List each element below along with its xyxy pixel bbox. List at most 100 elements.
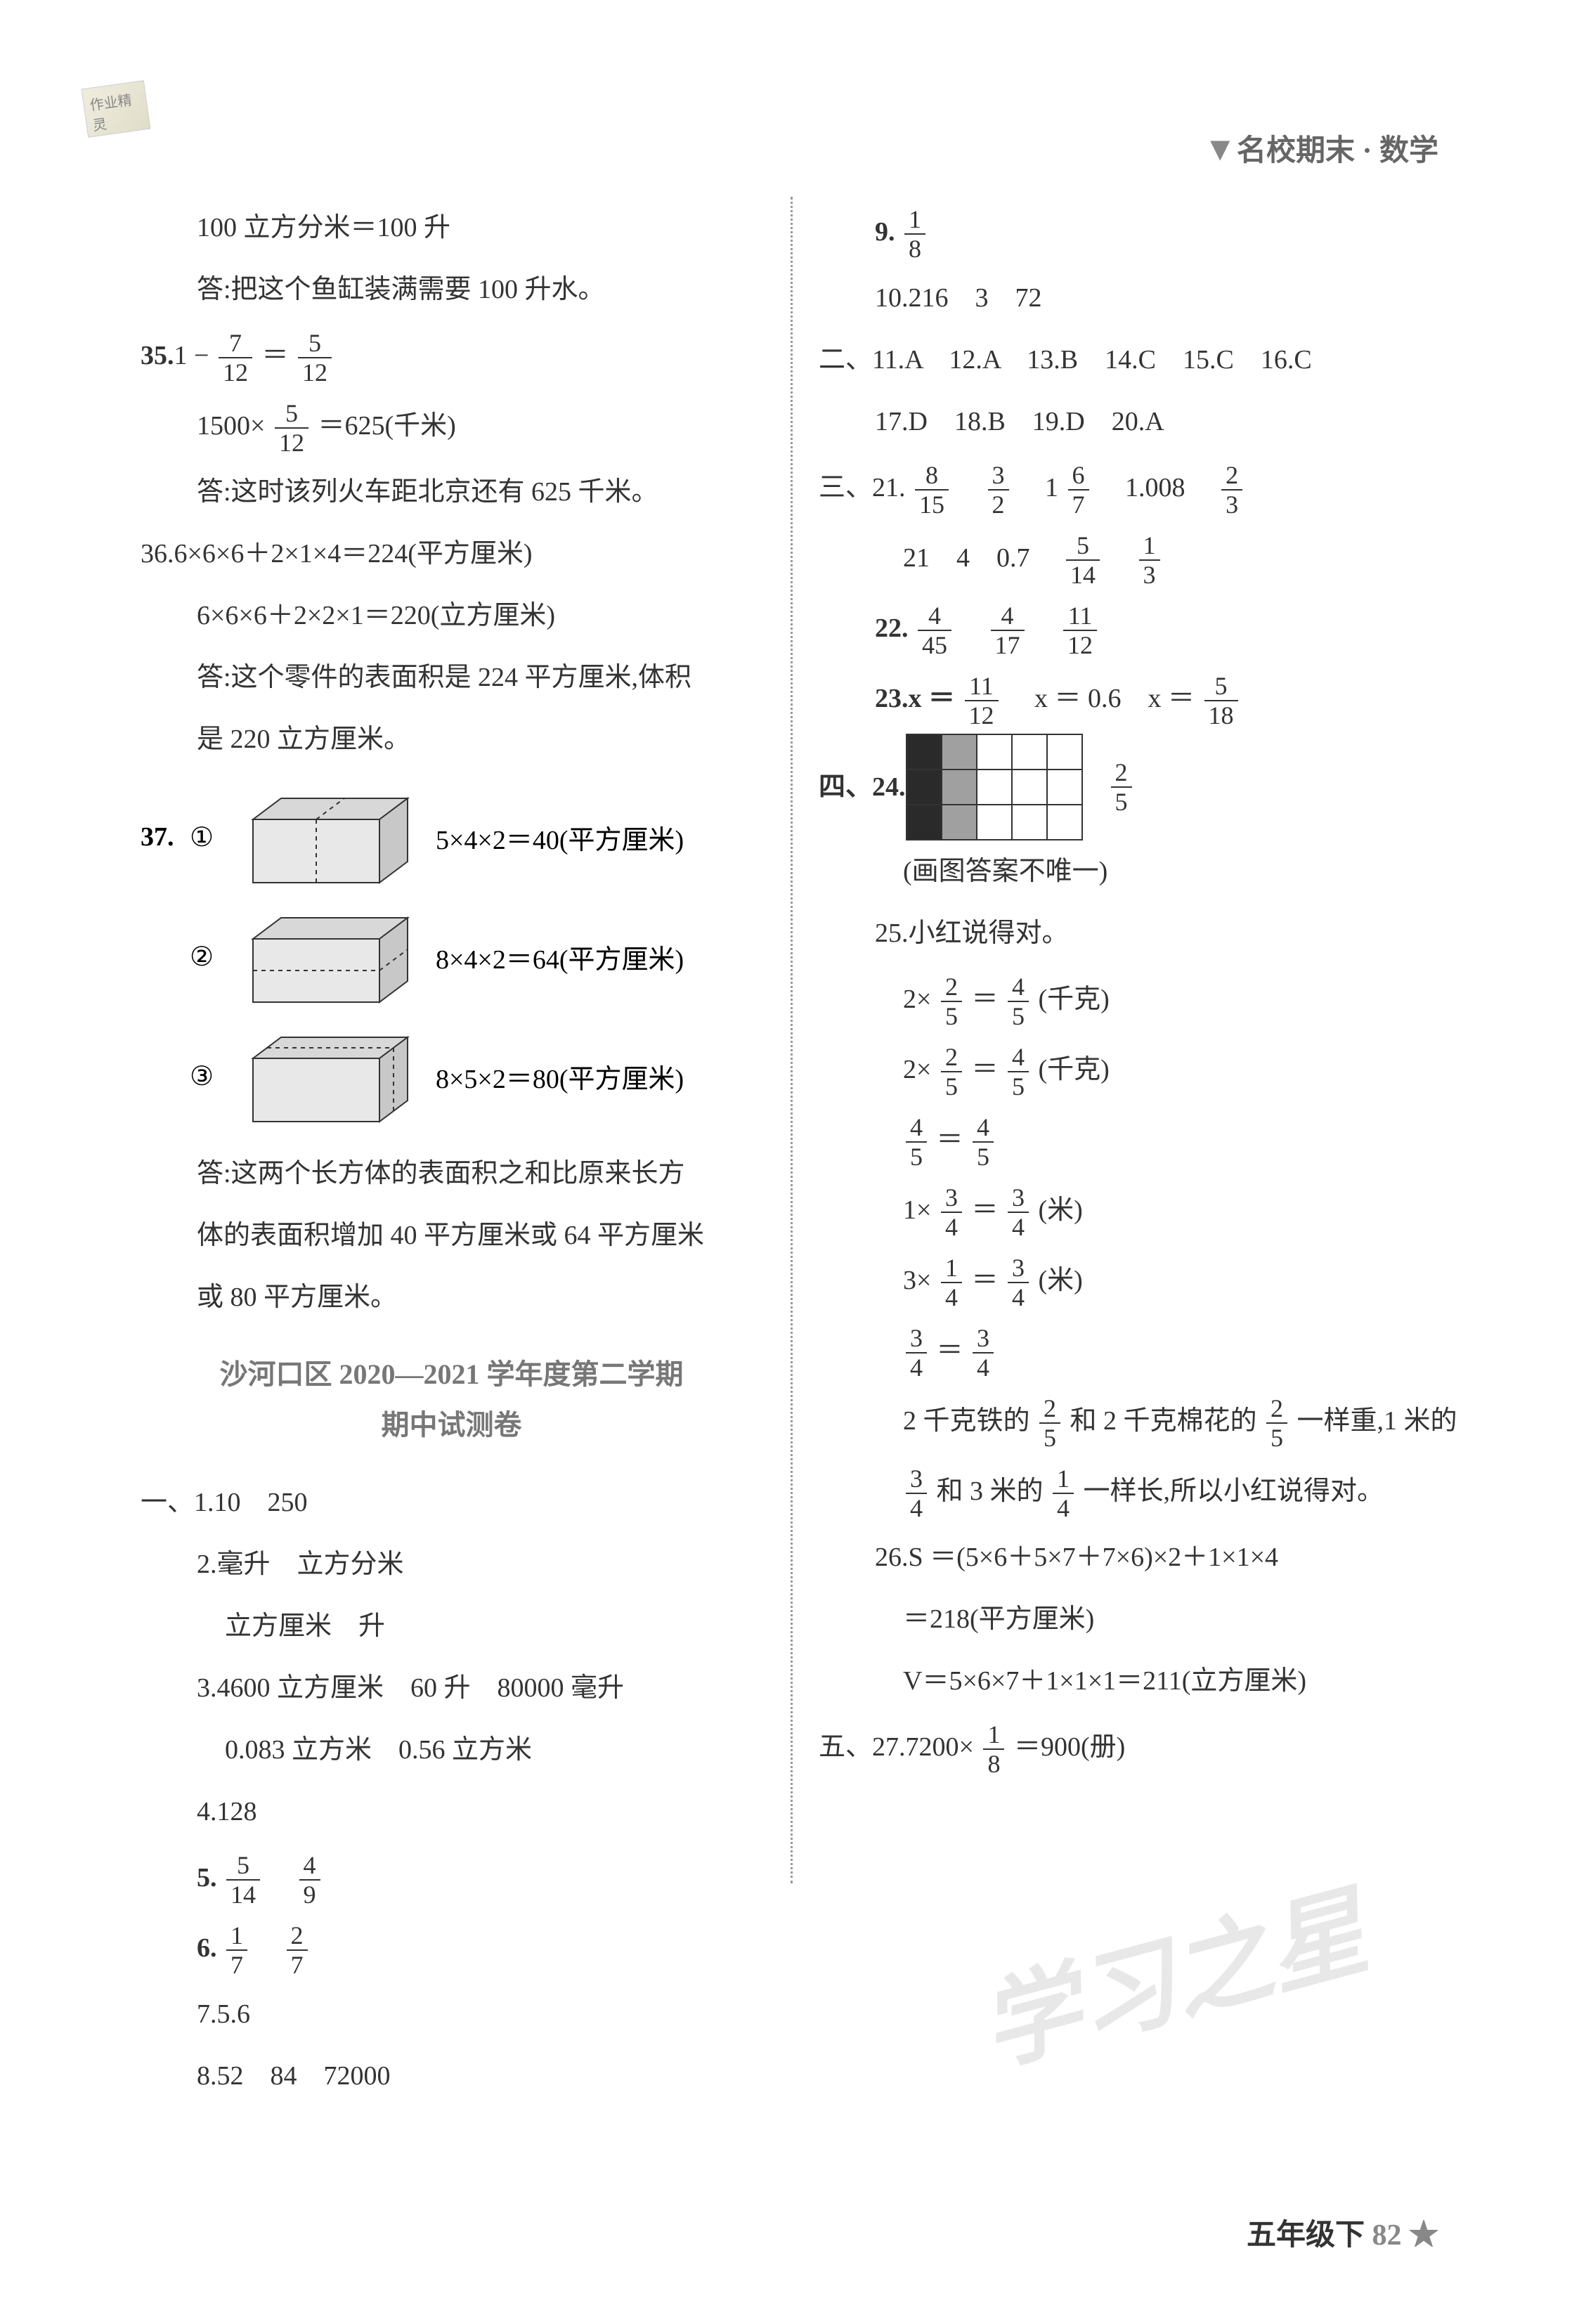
fraction: 445 — [918, 602, 951, 659]
grid-cell — [977, 805, 1012, 840]
fraction: 32 — [988, 461, 1009, 519]
q25-text1: 2 千克铁的 25 和 2 千克棉花的 25 一样重,1 米的 — [819, 1386, 1441, 1456]
calc-text: 8×4×2＝64(平方厘米) — [436, 937, 684, 976]
text-line: 10.216 3 72 — [819, 267, 1441, 329]
fraction: 45 — [973, 1113, 994, 1171]
text: ＝ — [937, 1125, 970, 1155]
grid-cell — [1012, 734, 1047, 770]
q25-eq2: 2× 25 ＝ 45 (千克) — [819, 1034, 1441, 1105]
grid-cell — [942, 770, 977, 805]
cuboid-diagram — [239, 1023, 422, 1129]
text: 2× — [903, 1055, 931, 1084]
text-line: 答:把这个鱼缸装满需要 100 升水。 — [141, 259, 762, 320]
text-line: 25.小红说得对。 — [819, 902, 1441, 964]
grid-cell — [977, 734, 1012, 770]
text-line: 26.S ＝(5×6＋5×7＋7×6)×2＋1×1×4 — [819, 1526, 1441, 1588]
grid-cell — [977, 770, 1012, 805]
text-line: 立方厘米 升 — [141, 1595, 762, 1657]
q25-text2: 34 和 3 米的 14 一样长,所以小红说得对。 — [819, 1456, 1441, 1526]
fraction: 34 — [1008, 1183, 1029, 1241]
q21-line1: 三、21. 815 32 1 67 1.008 23 — [819, 453, 1441, 523]
text: ＝ — [971, 985, 1005, 1014]
q25-eq4: 1× 34 ＝ 34 (米) — [819, 1175, 1441, 1245]
text: ＝ — [971, 1195, 1005, 1225]
fraction: 49 — [299, 1851, 320, 1909]
fraction: 512 — [275, 399, 308, 457]
content: 100 立方分米＝100 升 答:把这个鱼缸装满需要 100 升水。 35.1 … — [141, 197, 1441, 2107]
text-line: 36.6×6×6＋2×1×4＝224(平方厘米) — [141, 523, 762, 585]
q21-line2: 21 4 0.7 514 13 — [819, 523, 1441, 593]
grid-cell — [1047, 734, 1082, 770]
title-line: 期中试测卷 — [141, 1400, 762, 1450]
title-line: 沙河口区 2020—2021 学年度第二学期 — [141, 1349, 762, 1400]
text: 一样重,1 米的 — [1297, 1406, 1457, 1436]
q22-line: 22. 445 417 1112 — [819, 593, 1441, 663]
question-number: 三、21. — [819, 473, 906, 502]
text: 1× — [903, 1195, 931, 1225]
grid-cell — [942, 805, 977, 840]
grid-cell — [1012, 770, 1047, 805]
footer-page: 82 — [1372, 2219, 1401, 2252]
text-line: 4.128 — [141, 1781, 762, 1843]
text: ＝900(册) — [1014, 1732, 1125, 1762]
sub-label: ② — [190, 941, 225, 973]
text: 1500× — [197, 411, 265, 441]
fraction: 34 — [1008, 1254, 1029, 1311]
grid-diagram — [906, 734, 1083, 840]
text-line: 体的表面积增加 40 平方厘米或 64 平方厘米 — [141, 1205, 762, 1266]
text-line: 或 80 平方厘米。 — [141, 1266, 762, 1328]
q27-line: 五、27.7200× 18 ＝900(册) — [819, 1712, 1441, 1782]
fraction: 518 — [1204, 672, 1238, 729]
text-line: 100 立方分米＝100 升 — [141, 197, 762, 259]
fraction: 34 — [906, 1465, 927, 1522]
text: ＝625(千米) — [318, 411, 455, 441]
fraction: 67 — [1068, 461, 1089, 519]
calc-text: 5×4×2＝40(平方厘米) — [436, 818, 684, 857]
fraction: 25 — [941, 973, 962, 1030]
text-line: ＝218(平方厘米) — [819, 1588, 1441, 1650]
grid-cell — [907, 734, 942, 770]
text: ＝ — [971, 1055, 1005, 1084]
fraction: 1112 — [965, 672, 999, 729]
question-number: 35. — [141, 341, 174, 370]
q37-cuboid-3: ③ 8×5×2＝80(平方厘米) — [141, 1023, 762, 1129]
fraction: 512 — [298, 329, 332, 387]
question-number: 6. — [197, 1933, 217, 1963]
fraction: 14 — [941, 1254, 962, 1311]
left-column: 100 立方分米＝100 升 答:把这个鱼缸装满需要 100 升水。 35.1 … — [141, 197, 791, 2107]
header-brand: ▼名校期末 · 数学 — [1203, 126, 1438, 169]
calc-text: 8×5×2＝80(平方厘米) — [436, 1057, 684, 1096]
fraction: 18 — [904, 205, 925, 263]
sub-label: ① — [190, 822, 225, 853]
footer: 五年级下 82 ★ — [1247, 2211, 1438, 2254]
text: 21 4 0.7 — [903, 543, 1057, 573]
fraction: 17 — [226, 1921, 247, 1979]
question-number: 9. — [875, 217, 895, 247]
fraction: 34 — [906, 1324, 927, 1382]
fraction: 25 — [941, 1043, 962, 1101]
fraction: 25 — [1111, 758, 1132, 816]
fraction: 417 — [991, 602, 1025, 659]
q23-line: 23.x ＝ 1112 x ＝ 0.6 x ＝ 518 — [819, 663, 1441, 734]
right-column: 9. 18 10.216 3 72 二、11.A 12.A 13.B 14.C … — [791, 197, 1441, 2107]
fraction: 45 — [906, 1113, 927, 1171]
fraction: 34 — [941, 1183, 962, 1241]
text: x ＝ 0.6 x ＝ — [1008, 684, 1202, 713]
text-line: 2.毫升 立方分米 — [141, 1533, 762, 1595]
fraction: 25 — [1266, 1394, 1287, 1452]
text-line: 6×6×6＋2×2×1＝220(立方厘米) — [141, 585, 762, 647]
text-line: 一、1.10 250 — [141, 1472, 762, 1533]
text: ＝ — [937, 1336, 970, 1365]
text-line: 17.D 18.B 19.D 20.A — [819, 391, 1441, 453]
question-number: 5. — [197, 1863, 217, 1893]
text-line: 二、11.A 12.A 13.B 14.C 15.C 16.C — [819, 329, 1441, 391]
text: 和 2 千克棉花的 — [1070, 1406, 1257, 1436]
text: ＝ — [971, 1266, 1005, 1295]
grid-cell — [1047, 805, 1082, 840]
footer-grade: 五年级下 — [1247, 2219, 1365, 2252]
question-number: 22. — [875, 614, 909, 643]
corner-tag: 作业精灵 — [82, 80, 151, 138]
text: 一样长,所以小红说得对。 — [1084, 1476, 1384, 1506]
text: (米) — [1038, 1195, 1082, 1225]
question-number: 37. — [141, 822, 176, 852]
